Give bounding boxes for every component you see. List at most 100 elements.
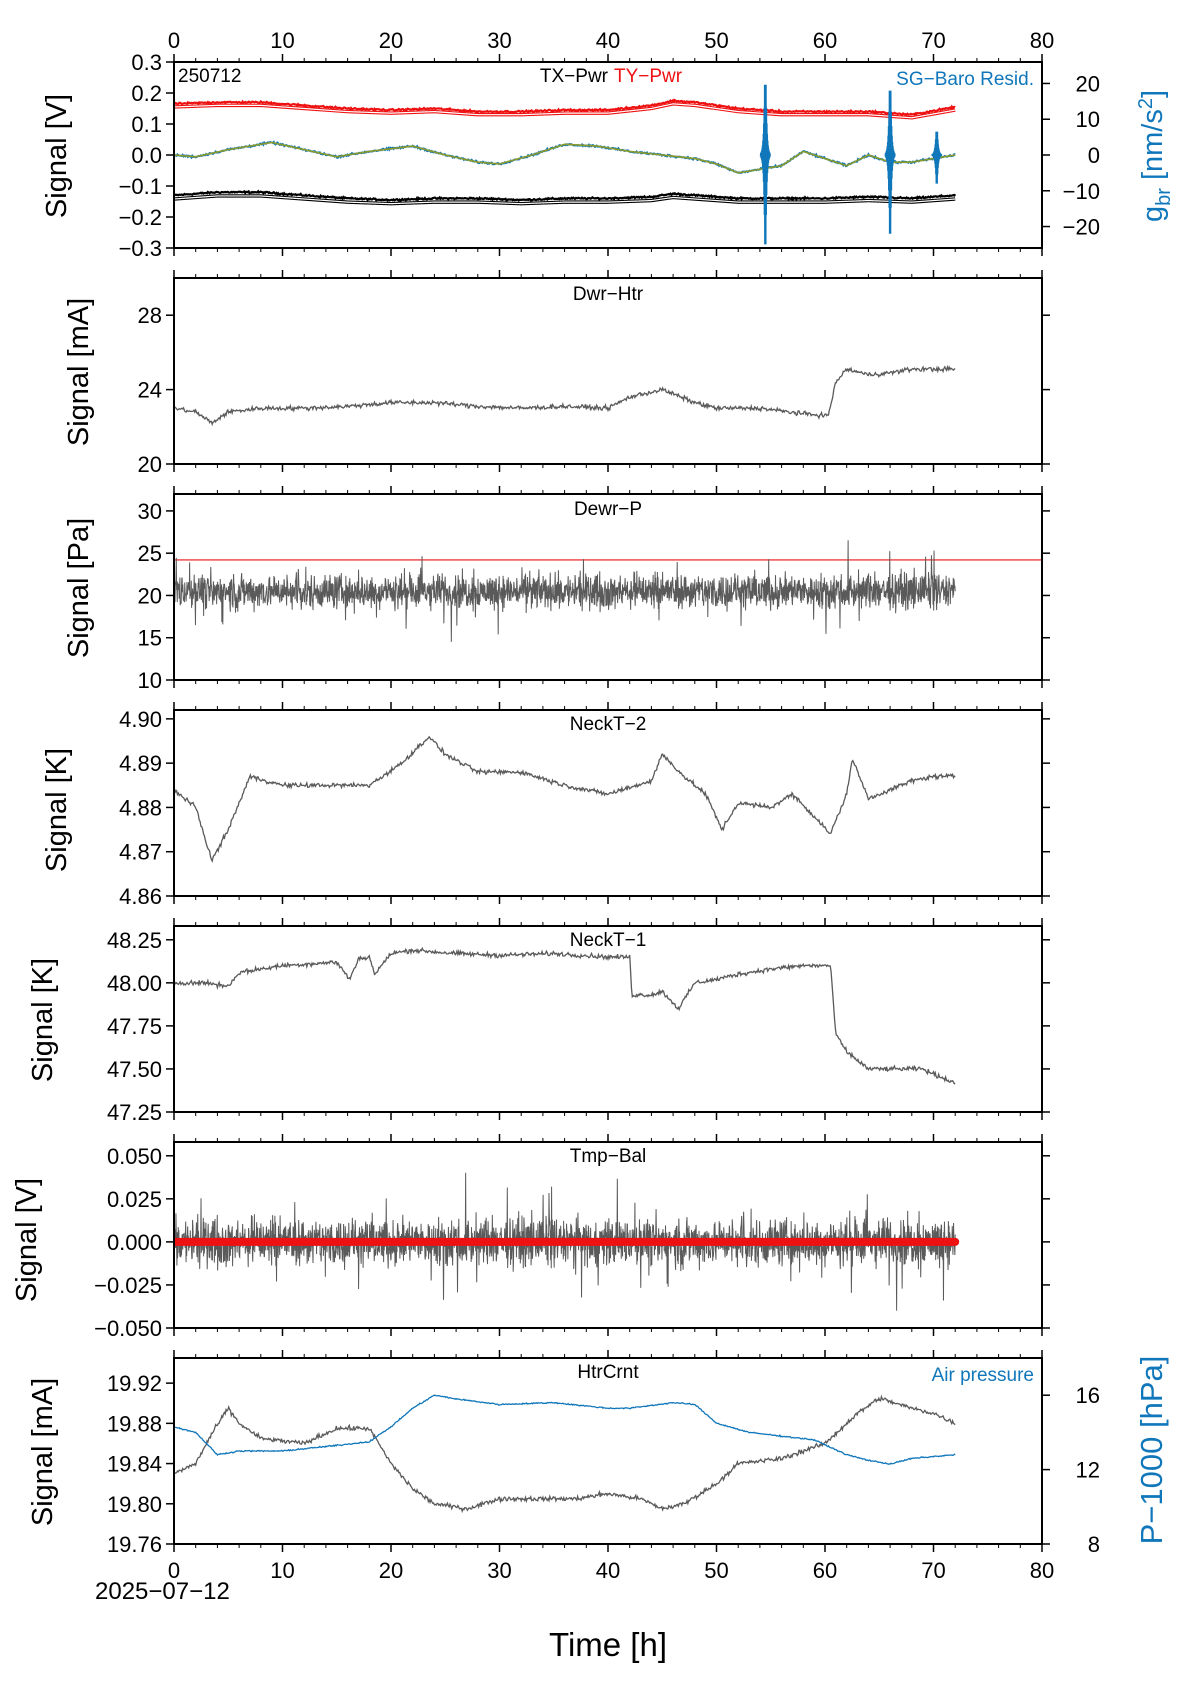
- x-tick-label: 50: [704, 28, 728, 53]
- y-tick-label: 19.84: [107, 1452, 162, 1477]
- ylabel-right-panel-1: gbr [nm/s2]: [1135, 90, 1175, 222]
- series-line-0: [174, 189, 957, 203]
- spike-2: [931, 131, 943, 184]
- y-tick-label: 24: [138, 378, 162, 403]
- y-tick-label: 0.1: [131, 112, 162, 137]
- x-tick-label: 80: [1030, 28, 1054, 53]
- x-tick-label: 60: [813, 28, 837, 53]
- legend-sg-baro: SG−Baro Resid.: [896, 69, 1034, 90]
- y-tick-label-right: 12: [1076, 1458, 1100, 1483]
- date-label: 2025−07−12: [95, 1578, 230, 1605]
- y-tick-label: 47.25: [107, 1100, 162, 1125]
- y-tick-label: 0.0: [131, 143, 162, 168]
- y-tick-label: 19.80: [107, 1492, 162, 1517]
- x-tick-label: 20: [379, 28, 403, 53]
- series-line-0: [174, 1394, 956, 1514]
- y-tick-label-right: 10: [1076, 107, 1100, 132]
- y-tick-label: 4.88: [119, 795, 162, 820]
- y-tick-label: 0.000: [107, 1230, 162, 1255]
- ylabel-panel-1: Signal [V]: [41, 94, 73, 218]
- plot-area: [174, 735, 956, 863]
- series-line-0-b-core: [174, 195, 956, 205]
- legend-ty-pwr: TY−Pwr: [614, 66, 683, 87]
- panel-6: 0.050 0.025 0.000 −0.025 −0.050: [94, 1134, 1050, 1341]
- panel-title-neckt-2: NeckT−2: [570, 714, 647, 735]
- x-tick-label: 70: [921, 1558, 945, 1583]
- y-tick-label: 19.92: [107, 1371, 162, 1396]
- panel-2: 28 24 20: [138, 270, 1050, 477]
- panel-title-htrcrnt: HtrCrnt: [577, 1362, 639, 1383]
- x-tick-label: 0: [168, 1558, 180, 1583]
- ylabel-panel-3: Signal [Pa]: [63, 518, 95, 658]
- plot-area: [174, 364, 956, 427]
- y-tick-label: 20: [138, 452, 162, 477]
- x-tick-label: 60: [813, 1558, 837, 1583]
- series-line-0: [174, 946, 956, 1085]
- panel-4: 4.90 4.89 4.88 4.87 4.86: [119, 702, 1050, 909]
- panel-frame: [173, 1357, 1043, 1545]
- series-line-1-b-core: [174, 103, 956, 119]
- y-tick-label: 0.050: [107, 1144, 162, 1169]
- y-tick-label: 0.2: [131, 81, 162, 106]
- y-tick-label: 0.3: [131, 50, 162, 75]
- plot-area: [174, 540, 1042, 642]
- spike-0: [759, 84, 771, 245]
- y-tick-label-right: −20: [1063, 215, 1100, 240]
- y-tick-label: −0.025: [94, 1273, 162, 1298]
- y-tick-label: −0.3: [119, 236, 162, 261]
- ylabel-right-panel-7: P−1000 [hPa]: [1134, 1356, 1169, 1545]
- panel-frame: [173, 925, 1043, 1113]
- x-axis-label: Time [h]: [549, 1626, 667, 1663]
- y-tick-label: 4.89: [119, 751, 162, 776]
- y-tick-label: 20: [138, 583, 162, 608]
- spike-1: [884, 90, 896, 234]
- panel-3: 30 25 20 15 10: [138, 486, 1050, 693]
- x-tick-label: 70: [921, 28, 945, 53]
- y-tick-label: 19.88: [107, 1411, 162, 1436]
- panel-title-dwr-htr: Dwr−Htr: [573, 284, 644, 305]
- x-tick-label: 40: [596, 1558, 620, 1583]
- x-tick-label: 0: [168, 28, 180, 53]
- x-tick-label: 30: [487, 28, 511, 53]
- y-tick-label-right: 0: [1088, 143, 1100, 168]
- series-line-0: [174, 364, 956, 427]
- series-line-0: [174, 1172, 956, 1311]
- id-label: 250712: [178, 66, 241, 87]
- series-line-0: [174, 735, 956, 863]
- series-line-1: [174, 1394, 956, 1466]
- y-tick-label: 19.76: [107, 1532, 162, 1557]
- series-line-3: [174, 141, 956, 174]
- panel-title-tmp-bal: Tmp−Bal: [570, 1146, 647, 1167]
- y-tick-label: 10: [138, 668, 162, 693]
- panel-title-dewr-p: Dewr−P: [574, 499, 642, 520]
- panel-frame: [173, 277, 1043, 465]
- y-tick-label: −0.1: [119, 174, 162, 199]
- x-tick-label: 30: [487, 1558, 511, 1583]
- y-tick-label: 47.50: [107, 1057, 162, 1082]
- y-tick-label-right: −10: [1063, 179, 1100, 204]
- panels: 0.3 0.2 0.1 0.0 −0.1 −0.2 −0.3 20 10 0 −10 −20 0 10 20…: [94, 28, 1100, 1583]
- legend-tx-pwr: TX−Pwr: [540, 66, 609, 87]
- panel-7: 19.92 19.88 19.84 19.80 19.76 16 12 80 10 20 30 40 5…: [107, 1350, 1100, 1583]
- panel-5: 48.25 48.00 47.75 47.50 47.25: [107, 918, 1050, 1125]
- x-tick-label: 10: [270, 1558, 294, 1583]
- x-tick-label: 50: [704, 1558, 728, 1583]
- y-tick-label-right: 16: [1076, 1383, 1100, 1408]
- panel-1: 0.3 0.2 0.1 0.0 −0.1 −0.2 −0.3 20 10 0 −10 −20 0 10 20…: [119, 28, 1100, 261]
- y-tick-label: −0.050: [94, 1316, 162, 1341]
- x-tick-label: 20: [379, 1558, 403, 1583]
- y-tick-label: −0.2: [119, 205, 162, 230]
- ylabel-panel-5: Signal [K]: [27, 958, 59, 1082]
- series-line-0: [174, 540, 956, 642]
- plot-area: [174, 946, 956, 1085]
- y-tick-label: 4.90: [119, 707, 162, 732]
- y-tick-label: 30: [138, 499, 162, 524]
- plot-area: [174, 84, 957, 245]
- y-tick-label-right: 20: [1076, 71, 1100, 96]
- y-tick-label: 48.00: [107, 971, 162, 996]
- panel-frame: [173, 709, 1043, 897]
- x-tick-label: 80: [1030, 1558, 1054, 1583]
- ylabel-panel-2: Signal [mA]: [63, 298, 95, 446]
- y-tick-label: 4.87: [119, 840, 162, 865]
